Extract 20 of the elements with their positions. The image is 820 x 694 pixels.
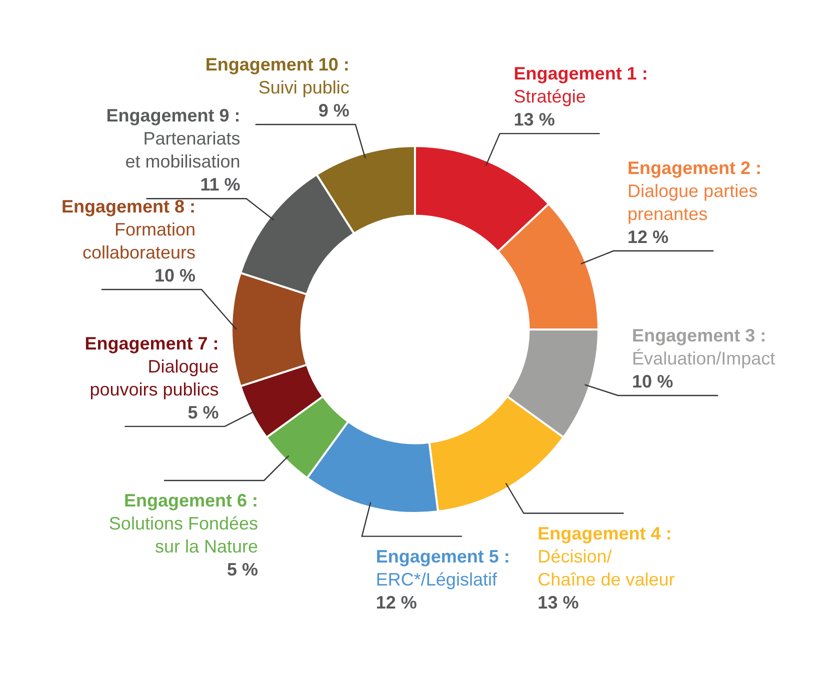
slice-label: Engagement 10 : Suivi public (205, 54, 350, 98)
data-label: 5 % (188, 402, 219, 422)
slice-label: Engagement 7 : Dialogue pouvoirs publics (84, 333, 219, 400)
slice-label: Engagement 4 : Décision/ Chaîne de valeur (538, 523, 675, 590)
data-label: 5 % (227, 559, 258, 580)
slice-label: Engagement 2 : Dialogue parties prenantes (628, 158, 762, 224)
data-label: 12 % (376, 592, 417, 612)
data-label: 9 % (318, 100, 350, 120)
data-label: 10 % (154, 266, 196, 286)
data-label: 10 % (632, 371, 674, 392)
slice-label: Engagement 8 : Formation collaborateurs (61, 196, 196, 262)
data-label: 13 % (514, 110, 555, 130)
slice-label: Engagement 5 : ERC*/Législatif (376, 546, 510, 590)
data-label: 11 % (200, 174, 240, 195)
slice-label: Engagement 6 : Solutions Fondées sur la Nature (108, 490, 258, 556)
data-label: 12 % (628, 226, 669, 247)
data-label: 13 % (538, 592, 579, 612)
slice-label: Engagement 9 : Partenariats et mobilisation (106, 106, 240, 172)
slice-label: Engagement 3 : Évaluation/Impact (632, 325, 776, 368)
slice-label: Engagement 1 : Stratégie (514, 64, 648, 107)
